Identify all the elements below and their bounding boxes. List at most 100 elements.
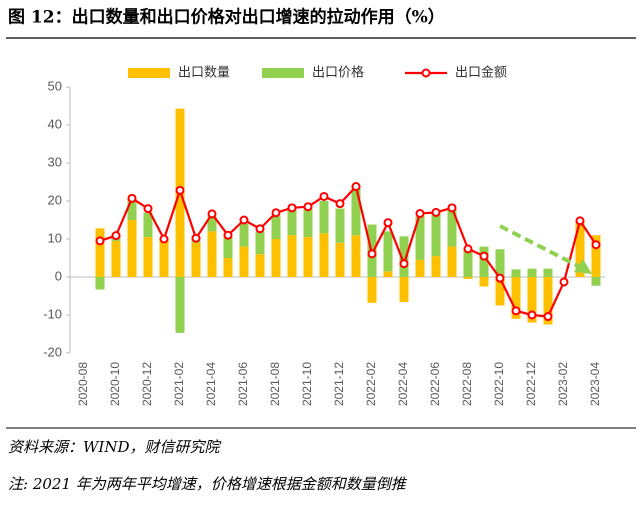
line-marker xyxy=(543,312,553,322)
y-tick-label: 30 xyxy=(48,154,62,169)
bar xyxy=(383,231,393,272)
bar xyxy=(447,246,457,277)
trend-arrow-head xyxy=(574,259,592,274)
bar xyxy=(463,248,473,277)
line-marker xyxy=(383,218,393,228)
x-tick-label: 2022-06 xyxy=(428,362,442,406)
bar xyxy=(495,249,505,277)
bar xyxy=(271,216,281,239)
legend-swatch xyxy=(262,68,304,78)
bar xyxy=(463,277,473,279)
x-tick-label: 2020-10 xyxy=(108,362,122,406)
x-tick-label: 2020-08 xyxy=(76,362,90,406)
legend-marker xyxy=(421,68,431,78)
line-marker xyxy=(287,203,297,213)
line-marker xyxy=(159,234,169,244)
bar xyxy=(383,271,393,277)
line-marker xyxy=(463,244,473,254)
line-marker xyxy=(175,185,185,195)
x-tick-label: 2021-10 xyxy=(300,362,314,406)
bar xyxy=(303,208,313,238)
bar xyxy=(543,268,553,277)
line-marker xyxy=(367,249,377,259)
bar xyxy=(143,212,153,238)
line-marker xyxy=(351,182,361,192)
y-tick-label: 20 xyxy=(48,192,62,207)
bar xyxy=(303,237,313,277)
line-marker xyxy=(495,273,505,283)
y-tick-label: 10 xyxy=(48,230,62,245)
line-marker xyxy=(527,310,537,320)
line-marker xyxy=(399,259,409,269)
bar xyxy=(511,277,521,319)
line-marker xyxy=(431,207,441,217)
y-tick-label: -10 xyxy=(43,306,62,321)
x-tick-label: 2023-04 xyxy=(588,362,602,406)
line-marker xyxy=(447,203,457,213)
bar xyxy=(495,277,505,306)
x-tick-label: 2021-04 xyxy=(204,362,218,406)
y-tick-label: -20 xyxy=(43,344,62,359)
x-tick-label: 2022-12 xyxy=(524,362,538,406)
bar xyxy=(527,277,537,323)
line xyxy=(99,185,597,318)
bar xyxy=(207,216,217,232)
bar xyxy=(479,246,489,277)
bar xyxy=(127,220,137,277)
y-tick-label: 40 xyxy=(48,116,62,131)
x-tick-label: 2022-08 xyxy=(460,362,474,406)
line-marker xyxy=(223,230,233,240)
x-tick-label: 2021-12 xyxy=(332,362,346,406)
bar xyxy=(95,277,105,290)
bar xyxy=(447,208,457,247)
trend-arrow xyxy=(499,224,583,270)
bar xyxy=(143,237,153,277)
footnote: 注: 2021 年为两年平均增速，价格增速根据金额和数量倒推 xyxy=(8,475,408,493)
x-tick-label: 2021-06 xyxy=(236,362,250,406)
bar xyxy=(543,277,553,325)
line-marker xyxy=(479,251,489,261)
bar xyxy=(351,235,361,277)
bar xyxy=(175,277,185,333)
line-marker xyxy=(143,204,153,214)
plot: -20 -10 0 10 20 30 40 50 2020-08 2020-10 2020-12 20… xyxy=(43,65,605,406)
line-marker xyxy=(559,277,569,287)
bar xyxy=(319,233,329,277)
legend-label: 出口价格 xyxy=(312,65,364,81)
source-note: 资料来源：WIND，财信研究院 xyxy=(8,438,221,456)
line-marker xyxy=(303,202,313,212)
line-marker xyxy=(239,215,249,225)
x-tick-label: 2022-02 xyxy=(364,362,378,406)
bar xyxy=(415,216,425,260)
line-marker xyxy=(415,209,425,219)
bar xyxy=(415,259,425,277)
bar xyxy=(223,258,233,277)
bar xyxy=(575,223,585,277)
x-tick-label: 2022-04 xyxy=(396,362,410,406)
bar xyxy=(351,185,361,236)
line-marker xyxy=(591,240,601,250)
line-marker xyxy=(207,209,217,219)
x-tick-label: 2022-10 xyxy=(492,362,506,406)
x-tick-label: 2021-08 xyxy=(268,362,282,406)
legend-label: 出口数量 xyxy=(178,66,230,81)
bar xyxy=(191,242,201,277)
bar xyxy=(111,240,121,277)
line-marker xyxy=(95,236,105,246)
bar xyxy=(367,277,377,303)
bar xyxy=(287,208,297,236)
bar xyxy=(527,268,537,277)
bar xyxy=(287,235,297,277)
y-tick-label: 50 xyxy=(48,78,62,93)
bar xyxy=(239,246,249,277)
line-marker xyxy=(575,216,585,226)
legend-label: 出口金额 xyxy=(455,65,507,81)
line-marker xyxy=(319,191,329,201)
legend-swatch xyxy=(128,68,170,78)
bar xyxy=(399,236,409,277)
line-marker xyxy=(111,231,121,241)
x-tick-label: 2023-02 xyxy=(556,362,570,406)
bar xyxy=(223,237,233,258)
bar xyxy=(239,223,249,247)
